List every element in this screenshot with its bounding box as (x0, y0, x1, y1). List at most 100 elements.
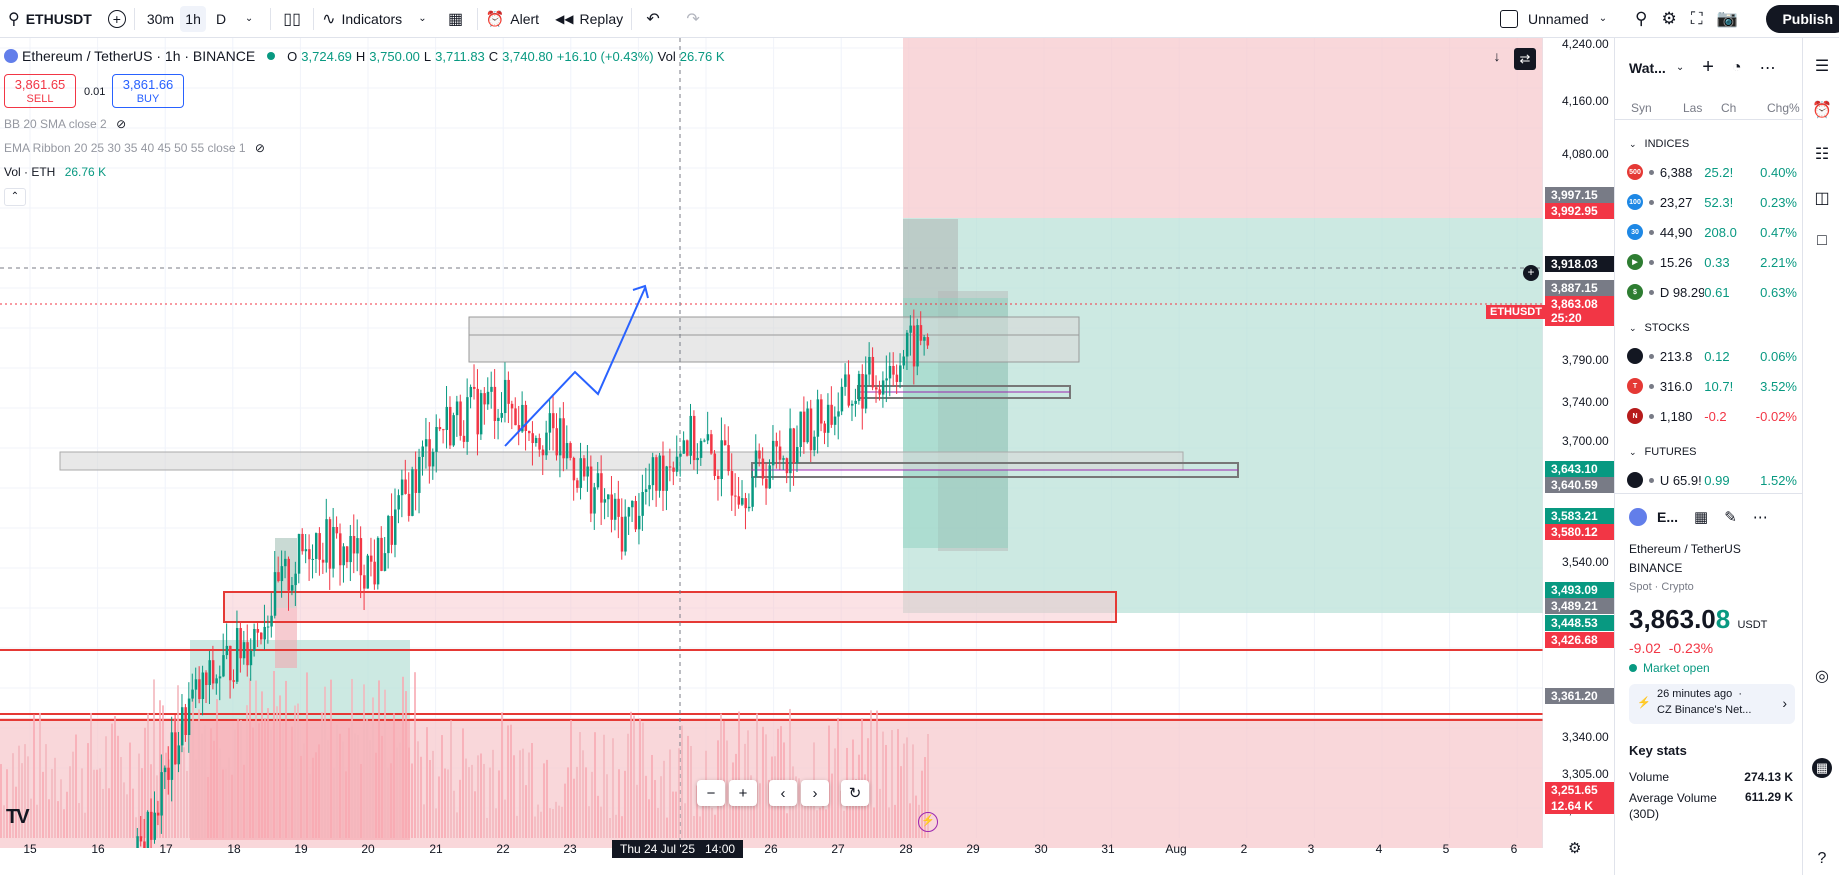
watchlist-row[interactable]: 30 44,90 208.0 0.47% (1627, 222, 1797, 242)
watchlist-row[interactable]: $ D 98.29 0.61 0.63% (1627, 282, 1797, 302)
volume-bar (345, 771, 347, 838)
news-time: 26 minutes ago · (1657, 688, 1742, 700)
watchlist-section-header[interactable]: ⌄ STOCKS (1629, 322, 1690, 334)
volume-bar (213, 740, 215, 838)
symbol-search[interactable]: ⚲ ETHUSDT (0, 0, 100, 38)
quick-search-icon[interactable]: ⚲ (1635, 8, 1648, 28)
sell-button[interactable]: 3,861.65 SELL (4, 74, 76, 108)
watchlist-panel: Wat... ⌄ + ◔ ⋯ Syn Las Ch Chg% ⌄ INDICES 5… (1614, 38, 1803, 875)
scroll-down-icon[interactable]: ↓ (1493, 48, 1501, 64)
volume-bar (648, 799, 650, 838)
watchlist-section-header[interactable]: ⌄ FUTURES (1629, 446, 1697, 458)
settings-gear-icon[interactable]: ⚙ (1661, 8, 1677, 28)
reset-chart-button[interactable]: ↻ (841, 780, 869, 806)
bb-indicator-label[interactable]: BB 20 SMA close 2 ⊘ (4, 117, 126, 131)
candles-icon[interactable]: ▯▯ (283, 10, 301, 28)
time-axis-label: 31 (1101, 842, 1115, 856)
eye-hidden-icon[interactable]: ⊘ (254, 141, 265, 155)
volume-bar (564, 783, 566, 838)
col-change[interactable]: Ch (1721, 100, 1737, 115)
demand-box (223, 591, 1117, 623)
edit-icon[interactable]: ✎ (1724, 509, 1737, 526)
layout-grid-icon[interactable]: ▦ (1694, 509, 1709, 526)
tradingview-logo-icon[interactable]: TV (6, 806, 30, 828)
watchlist-row[interactable]: 500 6,388 25.2! 0.40% (1627, 162, 1797, 182)
time-axis-settings-icon[interactable]: ⚙ (1568, 840, 1582, 857)
watchlist-row[interactable]: 100 23,27 52.3! 0.23% (1627, 192, 1797, 212)
price-tag: 3,583.21 (1545, 508, 1629, 524)
legend-close: 3,740.80 (502, 48, 553, 64)
volume-bar (750, 775, 752, 838)
col-change-pct[interactable]: Chg% (1767, 100, 1800, 115)
chevron-down-icon[interactable]: ⌄ (244, 13, 254, 24)
target-icon[interactable]: ◎ (1815, 668, 1829, 685)
watchlist-row[interactable]: ▶ 15.26 0.33 2.21% (1627, 252, 1797, 272)
volume-bar (357, 735, 359, 838)
compare-add-icon[interactable]: + (107, 9, 126, 28)
apps-grid-icon[interactable]: ▦ (1812, 758, 1832, 778)
zoom-in-button[interactable]: + (729, 780, 757, 806)
news-card[interactable]: ⚡ 26 minutes ago · CZ Binance's Net... › (1629, 684, 1795, 724)
more-options-icon[interactable]: ⋯ (1752, 509, 1768, 526)
watchlist-row[interactable]: T 316.0 10.7! 3.52% (1627, 376, 1797, 396)
volume-bar (543, 763, 545, 838)
add-alert-icon[interactable]: + (1523, 265, 1539, 281)
more-options-icon[interactable]: ⋯ (1759, 59, 1776, 77)
scroll-left-button[interactable]: ‹ (769, 780, 797, 806)
layers-icon[interactable]: ◫ (1814, 190, 1830, 207)
fullscreen-icon[interactable]: ⛶ (1690, 8, 1703, 28)
col-last[interactable]: Las (1683, 100, 1703, 115)
time-axis-label: 2 (1240, 842, 1248, 856)
volume-bar (615, 814, 617, 838)
alert-button[interactable]: ⏰ Alert (478, 0, 547, 38)
volume-bar (450, 720, 452, 838)
chart-pane[interactable] (0, 38, 1543, 848)
watchlist-section-header[interactable]: ⌄ INDICES (1629, 138, 1689, 150)
camera-icon[interactable]: 📷 (1716, 8, 1738, 28)
details-name[interactable]: Ethereum / TetherUS (1629, 542, 1741, 556)
advanced-view-icon[interactable]: ◔ (1731, 58, 1742, 76)
collapse-legend-icon[interactable]: ⌃ (4, 188, 26, 206)
watchlist-row[interactable]: 213.8 0.12 0.06% (1627, 346, 1797, 366)
candle-body (806, 408, 809, 443)
watchlist-row[interactable]: U 65.9! 0.99 1.52% (1627, 470, 1797, 490)
symbol-logo-icon: $ (1627, 284, 1643, 300)
details-short-name[interactable]: E... (1657, 509, 1679, 525)
candle-body (287, 558, 290, 591)
search-icon: ⚲ (8, 10, 20, 28)
candle-body (713, 453, 717, 476)
key-stats-title: Key stats (1629, 743, 1687, 758)
watchlist-icon[interactable]: ☰ (1814, 58, 1830, 75)
chevron-down-icon[interactable]: ⌄ (1675, 62, 1685, 73)
scroll-right-button[interactable]: › (801, 780, 829, 806)
price-chart[interactable] (0, 38, 1543, 848)
help-icon[interactable]: ? (1817, 850, 1827, 867)
chat-icon[interactable]: □ (1817, 232, 1827, 249)
alerts-icon[interactable]: ⏰ (1812, 102, 1832, 119)
zoom-out-button[interactable]: − (697, 780, 725, 806)
publish-button[interactable]: Publish (1766, 5, 1839, 33)
lightning-icon[interactable]: ⚡ (918, 812, 938, 832)
object-tree-icon[interactable]: ☷ (1814, 146, 1830, 163)
maximize-pane-icon[interactable]: ⇄ (1514, 48, 1536, 70)
candle-body (150, 811, 153, 840)
candle-body (342, 546, 345, 566)
replay-button[interactable]: ◀◀ Replay (547, 0, 631, 38)
eye-hidden-icon[interactable]: ⊘ (116, 117, 127, 131)
buy-button[interactable]: 3,861.66 BUY (112, 74, 184, 108)
add-symbol-icon[interactable]: + (1702, 56, 1714, 78)
watchlist-title[interactable]: Wat... (1629, 59, 1666, 76)
indicators-button[interactable]: ∿ Indicators ⌄ (314, 0, 435, 38)
watchlist-row[interactable]: N 1,180 -0.2 -0.02% (1627, 406, 1797, 426)
layout-name-button[interactable]: Unnamed ⌄ (1492, 0, 1615, 38)
layout-grid-icon[interactable]: ▦ (448, 10, 464, 28)
undo-icon[interactable]: ↶ (646, 10, 660, 28)
chevron-down-icon: ⌄ (1598, 13, 1608, 24)
volume-indicator-label[interactable]: Vol · ETH 26.76 K (4, 165, 106, 179)
col-symbol[interactable]: Syn (1631, 100, 1652, 115)
candle-body (562, 418, 565, 459)
interval-d[interactable]: D (216, 10, 227, 27)
interval-30m[interactable]: 30m (146, 10, 175, 27)
interval-1h[interactable]: 1h (180, 5, 207, 32)
ema-indicator-label[interactable]: EMA Ribbon 20 25 30 35 40 45 50 55 close… (4, 141, 265, 155)
